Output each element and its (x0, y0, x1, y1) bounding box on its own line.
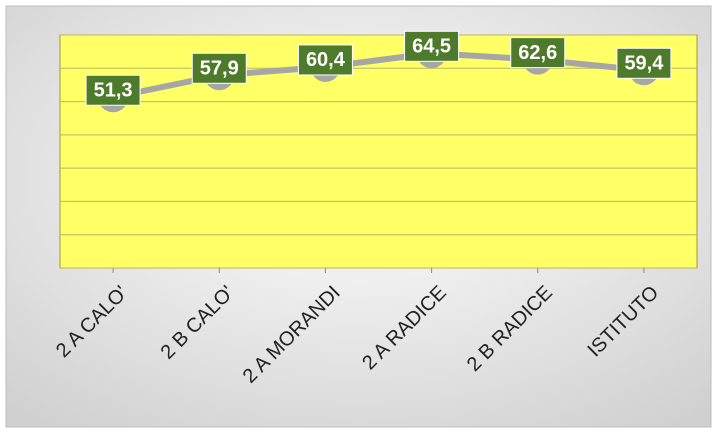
data-label-box (191, 52, 247, 84)
data-label-box (510, 37, 566, 69)
plot-area (59, 34, 698, 269)
data-label-box (85, 74, 141, 106)
data-label: 57,9 (200, 58, 239, 80)
data-label-box (404, 30, 460, 62)
data-label: 62,6 (518, 42, 557, 64)
data-label: 51,3 (94, 80, 133, 102)
data-label-box (616, 47, 672, 79)
data-label: 60,4 (306, 49, 346, 71)
data-label: 59,4 (624, 53, 664, 75)
data-label-box (297, 44, 353, 76)
data-label: 64,5 (412, 36, 451, 58)
